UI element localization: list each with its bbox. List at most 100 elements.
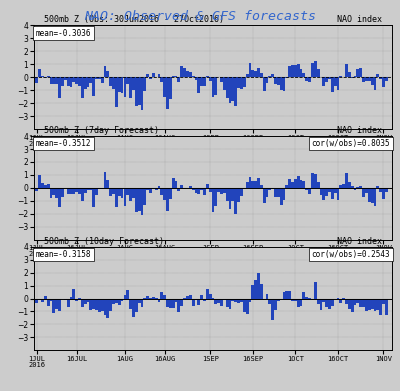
Bar xyxy=(38,299,41,300)
Bar xyxy=(302,73,305,77)
Bar xyxy=(302,292,305,299)
Bar xyxy=(172,178,175,188)
Bar xyxy=(362,188,365,197)
Bar xyxy=(90,299,92,310)
Bar xyxy=(266,294,268,299)
Bar xyxy=(47,76,50,77)
Bar xyxy=(149,77,152,79)
Bar xyxy=(70,297,72,299)
Bar xyxy=(81,77,84,97)
Bar xyxy=(124,294,126,299)
Bar xyxy=(251,285,254,299)
Bar xyxy=(101,299,104,311)
Bar xyxy=(72,289,75,299)
Bar xyxy=(118,77,121,92)
Bar xyxy=(368,188,371,202)
Bar xyxy=(192,76,194,77)
Bar xyxy=(126,188,129,195)
Bar xyxy=(106,299,109,317)
Bar xyxy=(268,299,271,304)
Bar xyxy=(206,75,209,77)
Bar xyxy=(180,66,183,77)
Bar xyxy=(169,77,172,99)
Bar xyxy=(98,299,101,312)
Bar xyxy=(223,77,226,90)
Bar xyxy=(314,61,317,77)
Bar xyxy=(152,73,155,77)
Bar xyxy=(135,77,138,106)
Bar xyxy=(214,77,217,95)
Bar xyxy=(317,299,320,305)
Bar xyxy=(345,64,348,77)
Bar xyxy=(325,77,328,82)
Bar xyxy=(291,182,294,188)
Bar xyxy=(268,75,271,77)
Bar xyxy=(138,299,140,303)
Bar xyxy=(197,299,200,305)
Bar xyxy=(143,188,146,204)
Bar xyxy=(70,188,72,194)
Bar xyxy=(50,299,52,301)
Bar xyxy=(223,299,226,300)
Bar xyxy=(294,179,297,188)
Bar xyxy=(371,299,374,309)
Bar xyxy=(260,73,263,77)
Bar xyxy=(297,176,300,188)
Bar xyxy=(311,299,314,300)
Bar xyxy=(234,188,237,214)
Bar xyxy=(288,291,291,299)
Bar xyxy=(322,188,325,199)
Bar xyxy=(240,77,243,89)
Bar xyxy=(246,182,248,188)
Bar xyxy=(149,188,152,194)
Bar xyxy=(266,188,268,197)
Bar xyxy=(320,188,322,195)
Bar xyxy=(178,299,180,312)
Bar xyxy=(67,188,70,194)
Bar xyxy=(178,77,180,82)
Bar xyxy=(186,71,189,77)
Bar xyxy=(317,182,320,188)
Bar xyxy=(297,64,300,77)
Bar xyxy=(283,77,286,91)
Bar xyxy=(232,188,234,201)
Bar xyxy=(248,63,251,77)
Bar xyxy=(200,188,203,190)
Bar xyxy=(78,77,81,86)
Bar xyxy=(92,77,95,96)
Bar xyxy=(305,188,308,190)
Bar xyxy=(308,298,311,299)
Bar xyxy=(106,180,109,188)
Bar xyxy=(44,185,47,188)
Bar xyxy=(234,77,237,106)
Bar xyxy=(169,299,172,308)
Bar xyxy=(348,299,351,309)
Bar xyxy=(362,77,365,82)
Bar xyxy=(146,296,149,299)
Bar xyxy=(55,77,58,84)
Bar xyxy=(104,299,106,315)
Bar xyxy=(376,186,379,188)
Bar xyxy=(95,299,98,310)
Text: mean=-0.3512: mean=-0.3512 xyxy=(36,139,91,148)
Bar xyxy=(36,77,38,83)
Bar xyxy=(92,188,95,207)
Bar xyxy=(371,188,374,203)
Bar xyxy=(169,188,172,199)
Bar xyxy=(124,188,126,206)
Bar xyxy=(166,299,169,307)
Bar xyxy=(140,188,143,215)
Bar xyxy=(140,77,143,110)
Bar xyxy=(172,299,175,308)
Bar xyxy=(340,76,342,77)
Bar xyxy=(192,299,194,306)
Bar xyxy=(180,299,183,305)
Bar xyxy=(178,188,180,191)
Bar xyxy=(158,74,160,77)
Bar xyxy=(109,299,112,311)
Bar xyxy=(129,299,132,309)
Bar xyxy=(240,299,243,302)
Bar xyxy=(300,69,302,77)
Bar xyxy=(64,299,67,300)
Bar xyxy=(217,299,220,303)
